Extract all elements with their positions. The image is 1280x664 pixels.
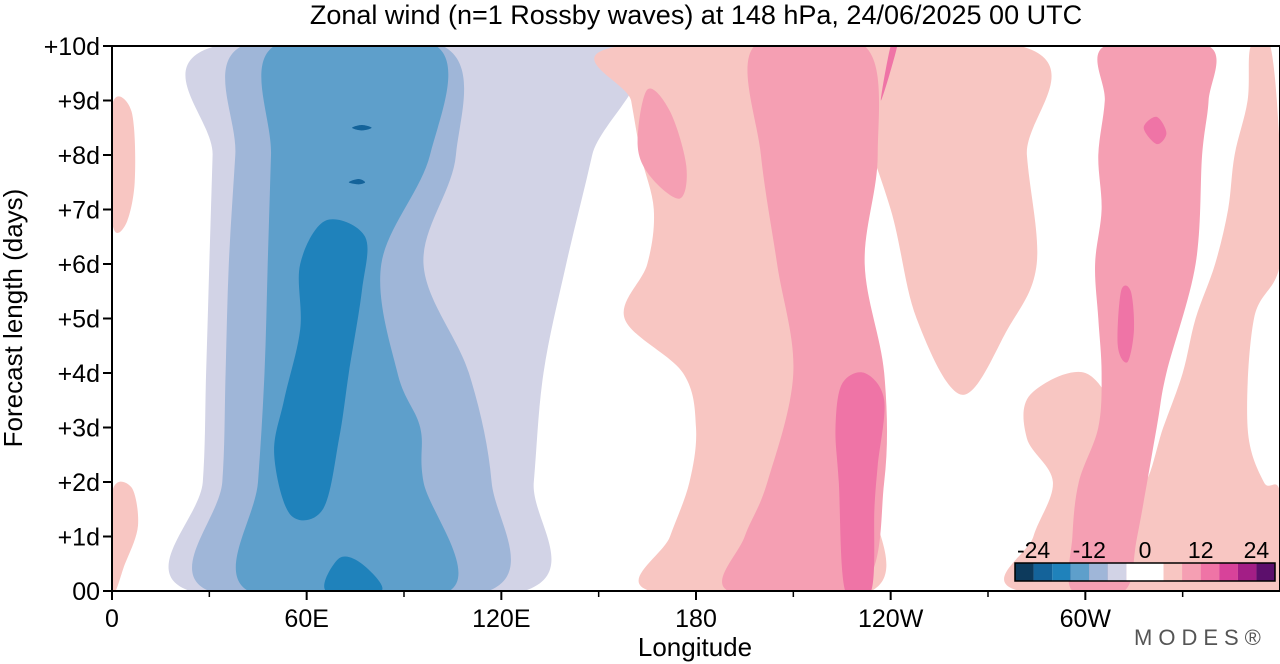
- y-tick-label-3: +3d: [58, 415, 100, 443]
- contour-region-level-4-0: [112, 96, 136, 233]
- colorbar-swatch-5: [1107, 563, 1127, 581]
- x-tick-label-2: 120E: [472, 605, 530, 633]
- contour-region-level-4-1: [112, 481, 139, 591]
- colorbar-swatch-12: [1256, 563, 1275, 581]
- y-tick-label-4: +4d: [58, 360, 100, 388]
- y-tick-label-7: +7d: [58, 197, 100, 225]
- contour-fills: [112, 46, 1280, 591]
- colorbar-swatch-2: [1052, 563, 1071, 581]
- chart-title: Zonal wind (n=1 Rossby waves) at 148 hPa…: [310, 0, 1082, 30]
- y-tick-label-9: +9d: [58, 88, 100, 116]
- contour-region-level-12-1: [880, 46, 898, 101]
- x-axis-title: Longitude: [638, 632, 752, 662]
- contour-region-level-12-0: [835, 372, 885, 591]
- colorbar-swatch-11: [1237, 563, 1257, 581]
- y-tick-label-8: +8d: [58, 142, 100, 170]
- plot-area: [112, 46, 1280, 591]
- y-axis: 00 +1d +2d +3d +4d +5d +6d +7d +8d +9d +10d: [44, 33, 112, 606]
- y-tick-label-5: +5d: [58, 306, 100, 334]
- colorbar-swatch-8: [1182, 563, 1201, 581]
- x-tick-label-5: 60W: [1060, 605, 1112, 633]
- x-tick-label-0: 0: [105, 605, 119, 633]
- x-tick-label-1: 60E: [284, 605, 328, 633]
- colorbar-swatch-0: [1015, 563, 1034, 581]
- x-axis: 0 60E 120E 180 120W 60W: [105, 591, 1184, 633]
- colorbar-label-4: 24: [1244, 537, 1270, 563]
- y-tick-label-1: +1d: [58, 524, 100, 552]
- modes-logo: MODES®: [1134, 625, 1267, 650]
- colorbar-label-0: -24: [1017, 537, 1050, 563]
- contour-region-level--20-0: [352, 125, 372, 131]
- y-tick-label-0: 00: [72, 578, 100, 606]
- colorbar-swatch-1: [1033, 563, 1053, 581]
- contour-region-level-12-3: [1117, 285, 1135, 363]
- colorbar-label-2: 0: [1139, 537, 1152, 563]
- x-tick-label-4: 120W: [858, 605, 924, 633]
- y-tick-label-6: +6d: [58, 251, 100, 279]
- colorbar-swatch-10: [1219, 563, 1238, 581]
- colorbar-swatch-9: [1200, 563, 1220, 581]
- colorbar-frame: [1014, 562, 1276, 582]
- colorbar-swatch-7: [1163, 563, 1183, 581]
- contour-region-level--16-1: [324, 556, 383, 591]
- colorbar-swatch-6: [1126, 563, 1164, 581]
- contour-region-level--20-1: [348, 179, 366, 185]
- contour-region-level-8-1: [637, 88, 687, 199]
- colorbar-legend: -24 -12 0 12 24: [1014, 537, 1276, 582]
- colorbar-swatch-4: [1089, 563, 1108, 581]
- colorbar-label-3: 12: [1188, 537, 1214, 563]
- y-tick-label-10: +10d: [44, 33, 100, 61]
- y-tick-label-2: +2d: [58, 469, 100, 497]
- contour-region-level--16-0: [274, 219, 368, 521]
- contour-region-level-4-3: [1004, 46, 1280, 591]
- colorbar-swatch-3: [1070, 563, 1090, 581]
- y-axis-title: Forecast length (days): [0, 189, 28, 448]
- contour-region-level-8-2: [1068, 46, 1217, 591]
- x-tick-label-3: 180: [675, 605, 717, 633]
- contour-region-level-12-2: [1143, 116, 1167, 145]
- colorbar-label-1: -12: [1073, 537, 1106, 563]
